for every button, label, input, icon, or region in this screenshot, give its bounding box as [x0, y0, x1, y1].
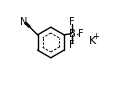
- Text: K: K: [89, 36, 97, 46]
- Text: F: F: [70, 17, 75, 27]
- Text: +: +: [92, 32, 99, 41]
- Text: ·–: ·–: [71, 29, 76, 33]
- Text: N: N: [20, 17, 28, 27]
- Text: F: F: [70, 40, 75, 50]
- Text: B: B: [69, 29, 76, 39]
- Text: F: F: [78, 29, 83, 39]
